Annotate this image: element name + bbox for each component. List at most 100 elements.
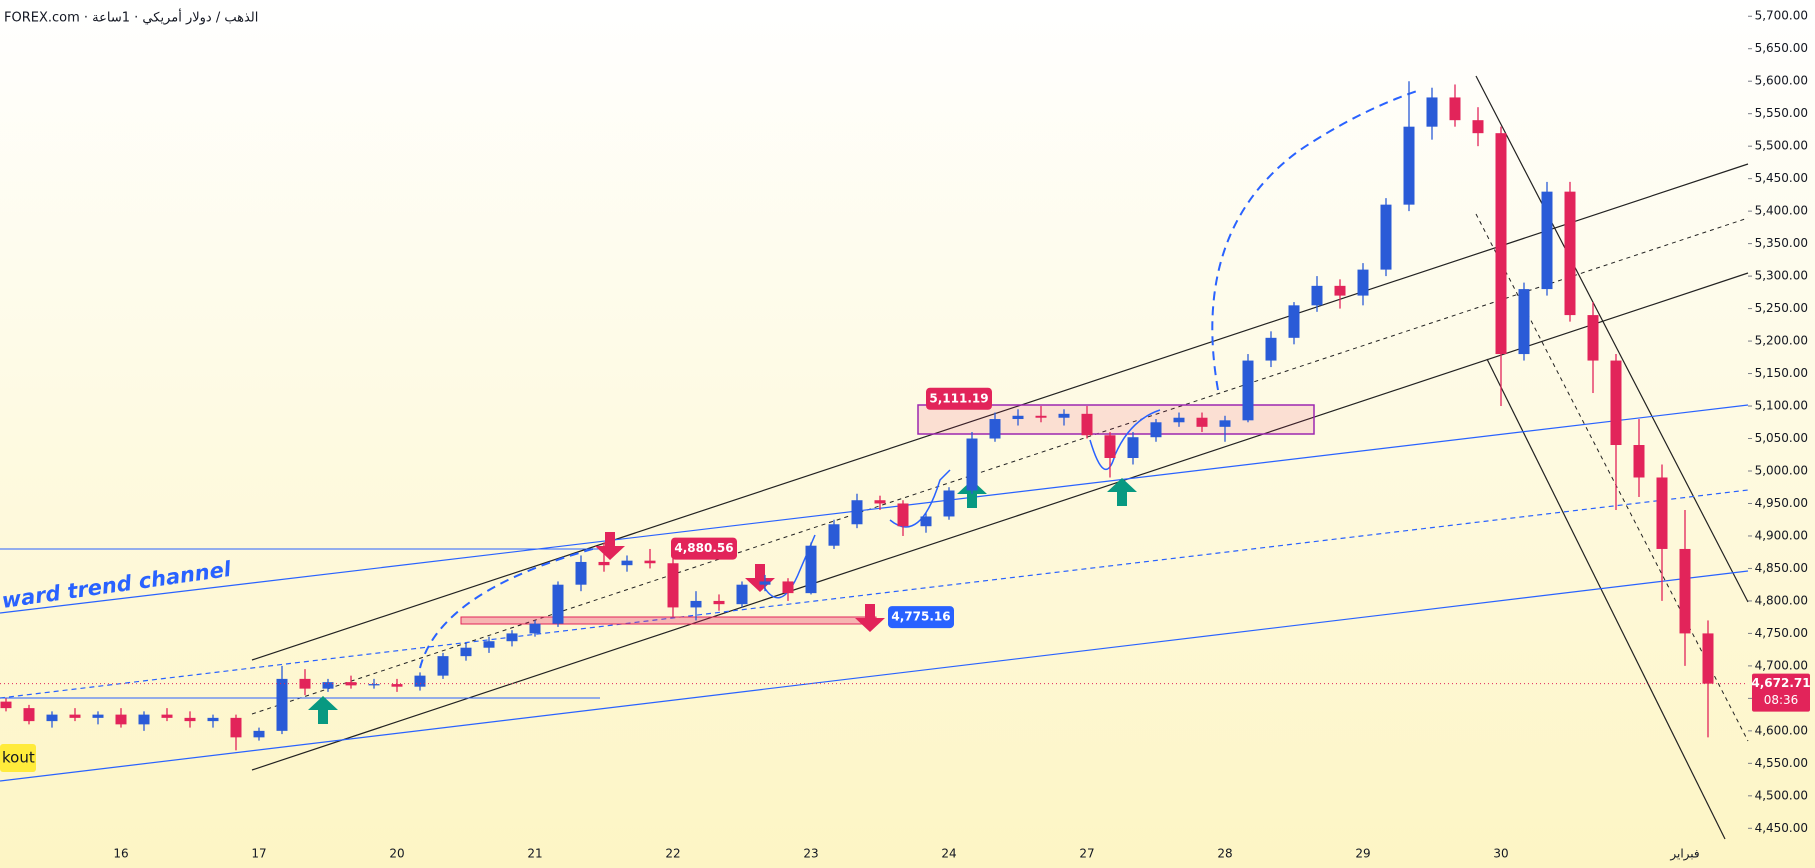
candle-body xyxy=(299,678,311,689)
candle-body xyxy=(828,524,840,546)
x-tick-label: فبراير xyxy=(1669,847,1699,862)
last-price-label: 4,672.71 xyxy=(1751,676,1810,690)
y-tick-label: 5,150.00 xyxy=(1755,366,1808,380)
arrow-down xyxy=(855,604,885,632)
candle-body xyxy=(759,581,771,585)
candle-body xyxy=(1610,360,1622,446)
y-tick-label: 5,600.00 xyxy=(1755,74,1808,88)
candle-body xyxy=(345,682,357,686)
candle-body xyxy=(1702,633,1714,684)
candle-body xyxy=(161,714,173,718)
candle-body xyxy=(1104,435,1116,459)
candle-body xyxy=(276,678,288,731)
x-tick-label: 23 xyxy=(803,847,818,861)
candle-body xyxy=(529,623,541,634)
x-tick-label: 16 xyxy=(113,847,128,861)
chart-title: FOREX.com · الذهب / دولار أمريكي · 1ساعة xyxy=(4,9,258,26)
candle-body xyxy=(644,560,656,564)
candle-body xyxy=(1173,417,1185,423)
last-price-box xyxy=(1752,673,1810,712)
y-tick-label: 5,500.00 xyxy=(1755,139,1808,153)
candle-body xyxy=(1196,417,1208,427)
candle-body xyxy=(253,730,265,738)
down-channel-upper xyxy=(1475,75,1749,603)
swing-curve xyxy=(889,469,951,528)
candle-body xyxy=(1518,289,1530,355)
candle-body xyxy=(1265,337,1277,361)
candle-body xyxy=(460,647,472,657)
y-tick-label: 4,450.00 xyxy=(1755,821,1808,835)
candle-body xyxy=(483,641,495,648)
candle-body xyxy=(115,714,127,725)
y-tick-label: 5,650.00 xyxy=(1755,41,1808,55)
x-tick-label: 24 xyxy=(941,847,956,861)
x-tick-label: 21 xyxy=(527,847,542,861)
candle-body xyxy=(1058,413,1070,418)
candle-body xyxy=(598,561,610,566)
candle-body xyxy=(1219,420,1231,427)
candle-body xyxy=(966,438,978,491)
x-tick-label: 29 xyxy=(1355,847,1370,861)
candle-body xyxy=(805,545,817,594)
candle-body xyxy=(552,584,564,624)
y-tick-label: 5,050.00 xyxy=(1755,431,1808,445)
price-label-box xyxy=(926,387,992,410)
y-tick-label: 5,400.00 xyxy=(1755,204,1808,218)
x-tick-label: 22 xyxy=(665,847,680,861)
y-tick-label: 4,950.00 xyxy=(1755,496,1808,510)
candle-body xyxy=(1288,305,1300,338)
candle-body xyxy=(621,560,633,566)
y-tick-label: 5,450.00 xyxy=(1755,171,1808,185)
candle-body xyxy=(1679,548,1691,634)
candle-body xyxy=(1633,445,1645,478)
arrow-down xyxy=(745,564,775,592)
candle-body xyxy=(943,490,955,517)
support-box xyxy=(460,616,877,625)
channel-lower xyxy=(251,272,1749,771)
candle-body xyxy=(138,714,150,725)
candle-body xyxy=(897,503,909,527)
candle-body xyxy=(782,581,794,594)
candle-body xyxy=(1564,191,1576,316)
y-tick-label: 5,350.00 xyxy=(1755,236,1808,250)
y-tick-label: 5,550.00 xyxy=(1755,106,1808,120)
candle-body xyxy=(391,684,403,687)
y-tick-label: 5,100.00 xyxy=(1755,399,1808,413)
countdown: 08:36 xyxy=(1764,693,1799,707)
candle-body xyxy=(1012,415,1024,420)
candle-body xyxy=(690,600,702,608)
candle-body xyxy=(667,563,679,608)
x-tick-label: 30 xyxy=(1493,847,1508,861)
candle-body xyxy=(368,684,380,686)
candle-body xyxy=(1334,285,1346,296)
candle-body xyxy=(1242,360,1254,421)
projection-arc xyxy=(1211,89,1421,391)
candle-body xyxy=(713,600,725,605)
x-tick-label: 28 xyxy=(1217,847,1232,861)
candle-body xyxy=(414,675,426,687)
price-label-box xyxy=(671,537,737,560)
breakout-note: kout xyxy=(2,749,35,767)
y-tick-label: 5,300.00 xyxy=(1755,269,1808,283)
candle-body xyxy=(736,584,748,605)
candle-body xyxy=(23,708,35,722)
arrow-up xyxy=(1107,478,1137,506)
candle-body xyxy=(1311,285,1323,306)
candle-body xyxy=(437,656,449,676)
price-label: 5,111.19 xyxy=(929,391,988,405)
arrow-up xyxy=(308,696,338,724)
blue-channel-lower xyxy=(0,570,1749,782)
y-tick-label: 4,500.00 xyxy=(1755,788,1808,802)
candle-body xyxy=(920,516,932,527)
candle-body xyxy=(207,717,219,722)
candle-body xyxy=(851,500,863,525)
candle-body xyxy=(575,561,587,585)
candle-body xyxy=(506,633,518,642)
candle-body xyxy=(1587,315,1599,361)
price-label: 4,775.16 xyxy=(891,610,950,624)
y-tick-label: 4,700.00 xyxy=(1755,658,1808,672)
y-tick-label: 5,700.00 xyxy=(1755,9,1808,23)
candle-body xyxy=(1035,415,1047,418)
